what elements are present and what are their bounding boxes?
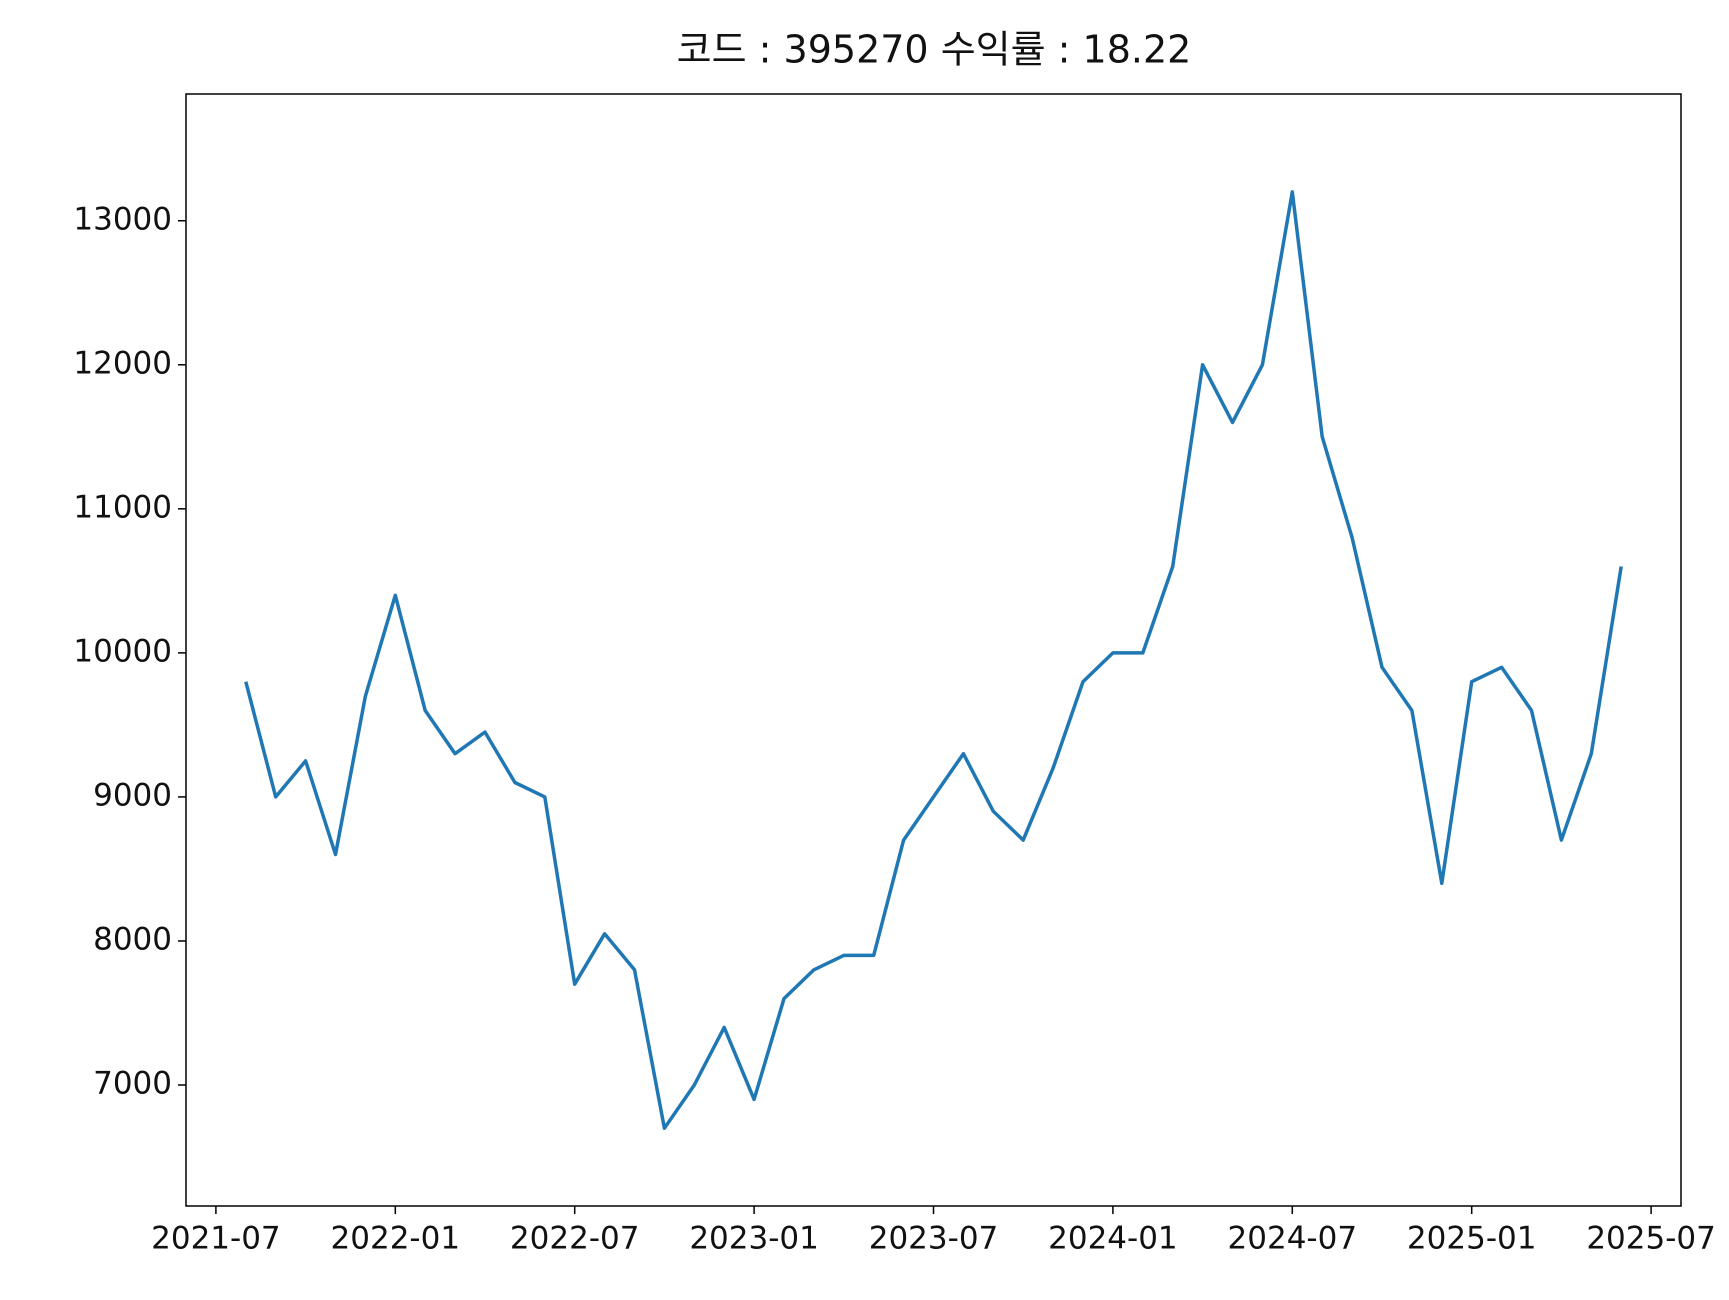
y-tick-label: 10000: [73, 633, 172, 669]
plot-frame: [185, 93, 1682, 1207]
y-tick-label: 11000: [73, 489, 172, 525]
y-tick-label: 7000: [93, 1066, 172, 1102]
x-tick-label: 2024-01: [1048, 1221, 1178, 1257]
x-tick-label: 2025-01: [1407, 1221, 1537, 1257]
x-tick-label: 2024-07: [1228, 1221, 1358, 1257]
x-tick-label: 2025-07: [1586, 1221, 1716, 1257]
x-tick-label: 2022-07: [510, 1221, 640, 1257]
y-tick-label: 13000: [73, 201, 172, 237]
y-tick-label: 12000: [73, 345, 172, 381]
y-tick-label: 9000: [93, 777, 172, 813]
chart-title: 코드 : 395270 수익률 : 18.22: [677, 28, 1192, 72]
y-tick-label: 8000: [93, 921, 172, 957]
x-tick-label: 2022-01: [331, 1221, 461, 1257]
line: [244, 190, 1623, 1130]
x-tick-label: 2023-01: [689, 1221, 819, 1257]
x-tick-label: 2023-07: [869, 1221, 999, 1257]
x-tick-label: 2021-07: [151, 1221, 281, 1257]
